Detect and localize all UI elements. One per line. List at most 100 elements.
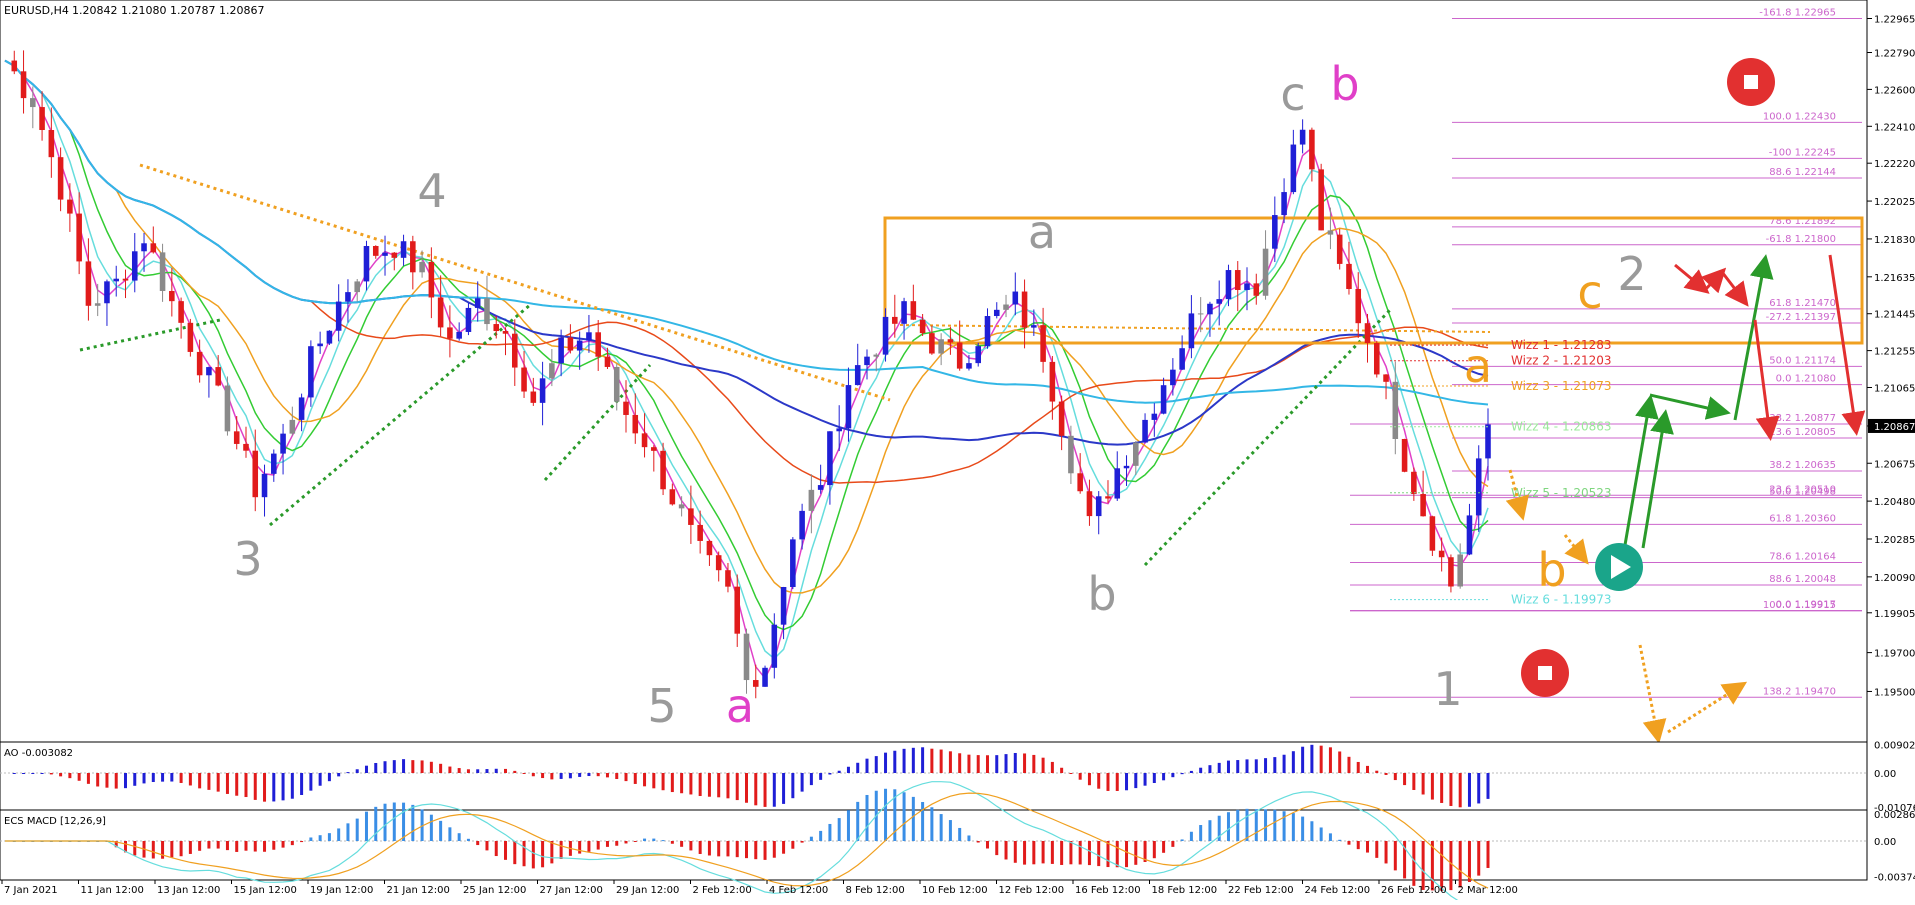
fib-level-label: -161.8 1.22965 — [1759, 8, 1836, 19]
candle-body — [419, 261, 425, 273]
ao-bar — [1458, 773, 1462, 808]
candle-body — [632, 414, 639, 434]
macd-panel[interactable]: ECS MACD [12,26,9] — [0, 781, 1868, 905]
macd-bar — [1245, 808, 1249, 841]
ao-bar — [1217, 762, 1221, 773]
macd-bar — [1152, 841, 1156, 859]
macd-bar — [1310, 821, 1314, 841]
ao-bar — [457, 768, 461, 773]
ao-bar — [1449, 773, 1453, 806]
macd-bar — [791, 841, 795, 849]
macd-bar — [161, 841, 165, 859]
ao-bar — [439, 763, 443, 773]
fib-level-label: -27.2 1.21397 — [1766, 312, 1836, 323]
ao-bar — [272, 773, 276, 802]
macd-bar — [504, 841, 508, 860]
candle-body — [595, 332, 601, 357]
candle-body — [780, 587, 787, 625]
macd-bar — [170, 841, 174, 858]
macd-bar — [717, 841, 721, 857]
ao-panel[interactable]: AO -0.003082 — [0, 741, 1868, 811]
macd-bar — [439, 820, 443, 841]
candle-body — [688, 508, 694, 525]
ao-bar — [865, 758, 869, 773]
candle-body — [1438, 550, 1445, 558]
macd-bar — [151, 841, 155, 859]
macd-bar — [1328, 833, 1332, 841]
candle-body — [67, 199, 73, 214]
ao-bar — [1199, 767, 1203, 773]
candle-body — [669, 489, 676, 505]
macd-bar — [1217, 815, 1221, 841]
ao-bar — [170, 773, 174, 782]
macd-bar — [1143, 841, 1147, 862]
price-tick-label: 1.22410 — [1874, 122, 1915, 133]
ao-bar — [392, 760, 396, 773]
macd-bar — [624, 841, 628, 844]
ao-bar — [207, 773, 211, 790]
candle-body — [206, 367, 212, 376]
ao-bar — [522, 773, 526, 774]
macd-bar — [865, 794, 869, 841]
ao-bar — [874, 756, 878, 773]
ao-bar — [355, 769, 359, 773]
orange-trendline — [139, 163, 891, 402]
ao-bars — [12, 744, 1490, 808]
wizz-level-label: Wizz 3 - 1.21073 — [1511, 379, 1612, 393]
candle-body — [817, 485, 824, 490]
macd-bar — [1087, 841, 1091, 866]
candle-body — [873, 354, 880, 357]
macd-bar — [1013, 841, 1017, 863]
macd-bar — [745, 841, 748, 859]
price-tick-label: 1.20867 — [1874, 422, 1915, 433]
candle-body — [271, 453, 277, 474]
wave-label: a — [1028, 205, 1056, 259]
ao-bar — [568, 773, 572, 779]
macd-bar — [1162, 841, 1166, 853]
macd-bar — [939, 814, 943, 841]
fib-level-label: 61.8 1.21470 — [1769, 298, 1836, 309]
candle-body — [493, 324, 500, 332]
candle-body — [159, 252, 166, 291]
ao-bar — [1143, 773, 1147, 786]
candle-body — [252, 450, 259, 498]
ao-bar — [911, 747, 915, 773]
candle-body — [966, 363, 972, 369]
macd-bar — [1319, 827, 1323, 841]
candle-body — [1142, 419, 1148, 443]
fib-levels: -161.8 1.22965 100.0 1.22430 -100 1.22245 8… — [1350, 8, 1862, 698]
candle-body — [1281, 192, 1287, 216]
candle-body — [845, 385, 852, 429]
macd-bar — [726, 841, 730, 857]
candle-body — [539, 378, 546, 403]
macd-bar — [1301, 816, 1305, 841]
price-panel[interactable]: -161.8 1.22965 100.0 1.22430 -100 1.22245 8… — [0, 0, 1868, 811]
macd-bar — [819, 830, 823, 841]
ao-bar — [1264, 758, 1268, 773]
ao-bar — [791, 773, 795, 799]
forecast-arrow — [1649, 393, 1731, 420]
macd-bar — [392, 802, 396, 841]
ao-bar — [819, 773, 823, 780]
candle-body — [1170, 369, 1176, 386]
candle-body — [743, 633, 750, 681]
ao-bar — [1004, 754, 1008, 773]
time-tick-label: 15 Jan 12:00 — [234, 885, 297, 896]
macd-bar — [364, 811, 368, 841]
ao-bar — [22, 773, 26, 774]
candle-body — [30, 98, 36, 108]
time-tick-label: 4 Feb 12:00 — [769, 885, 828, 896]
ao-bar — [1393, 773, 1397, 781]
macd-bar — [485, 841, 489, 851]
candle-body — [623, 401, 629, 415]
candle-body — [39, 107, 45, 131]
ao-bar — [1097, 773, 1101, 789]
macd-bar — [698, 841, 702, 854]
ao-bar — [1319, 745, 1323, 773]
ao-bar — [605, 773, 609, 778]
ao-bar — [1245, 759, 1249, 773]
ao-bar — [596, 773, 600, 777]
ao-bar — [1171, 773, 1175, 778]
candle-body — [76, 213, 82, 262]
